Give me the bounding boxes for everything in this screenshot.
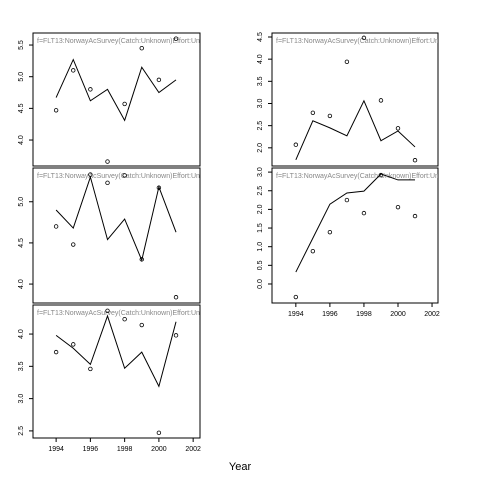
- data-point: [105, 159, 110, 164]
- y-tick-label: 2.0: [257, 204, 264, 214]
- data-point: [122, 173, 127, 178]
- y-tick-label: 1.0: [257, 242, 264, 252]
- data-point: [293, 294, 299, 300]
- strip-label: f=FLT13:NorwayAcSurvey(Catch:Unknown)Eff…: [37, 173, 200, 180]
- panel-frame: [32, 304, 201, 439]
- y-tick-label: 4.5: [18, 238, 25, 248]
- x-tick-label: 2000: [390, 311, 406, 318]
- panel-frame: [32, 32, 201, 167]
- x-tick-label: 2002: [424, 311, 440, 318]
- strip-label: f=FLT13:NorwayAcSurvey(Catch:Unknown)Eff…: [276, 38, 439, 45]
- y-tick-label: 2.5: [257, 121, 264, 131]
- strip-label: f=FLT13:NorwayAcSurvey(Catch:Unknown)Eff…: [276, 173, 439, 180]
- data-point: [293, 142, 299, 147]
- y-tick-label: 3.5: [257, 76, 264, 86]
- data-point: [310, 110, 316, 115]
- panel-frame: [271, 32, 439, 167]
- data-point: [105, 180, 110, 186]
- strip-label: f=FLT13:NorwayAcSurvey(Catch:Unknown)Eff…: [37, 38, 200, 45]
- panel: f=FLT13:NorwayAcSurvey(Catch:Unknown)Eff…: [18, 32, 201, 167]
- data-point: [53, 224, 59, 229]
- data-point: [53, 108, 59, 113]
- y-tick-label: 5.0: [18, 197, 25, 207]
- y-tick-label: 2.0: [257, 143, 264, 153]
- data-point: [344, 59, 350, 65]
- y-tick-label: 4.0: [18, 329, 25, 339]
- data-point: [412, 213, 418, 219]
- data-line: [295, 173, 416, 273]
- panel-frame: [32, 167, 201, 304]
- y-tick-label: 3.0: [18, 394, 25, 404]
- panel: f=FLT13:NorwayAcSurvey(Catch:Unknown)Eff…: [18, 304, 201, 453]
- y-tick-label: 3.0: [257, 167, 264, 177]
- x-tick-label: 2000: [151, 446, 167, 453]
- data-point: [139, 46, 144, 51]
- x-tick-label: 1996: [322, 311, 338, 318]
- data-point: [395, 204, 401, 210]
- data-line: [295, 99, 416, 160]
- x-tick-label: 1996: [83, 446, 99, 453]
- y-tick-label: 1.5: [257, 223, 264, 233]
- data-line: [55, 58, 177, 122]
- data-point: [344, 197, 350, 203]
- panel: f=FLT13:NorwayAcSurvey(Catch:Unknown)Eff…: [257, 167, 440, 318]
- data-point: [71, 342, 76, 347]
- y-tick-label: 3.0: [257, 99, 264, 109]
- data-point: [71, 68, 76, 73]
- data-point: [361, 210, 367, 216]
- data-point: [395, 126, 401, 131]
- data-point: [122, 317, 127, 322]
- y-tick-label: 4.5: [18, 103, 25, 113]
- data-point: [173, 333, 179, 338]
- data-point: [71, 242, 76, 247]
- x-tick-label: 1998: [356, 311, 372, 318]
- y-tick-label: 3.5: [18, 361, 25, 371]
- x-axis-label: Year: [229, 461, 252, 473]
- data-point: [378, 98, 384, 103]
- data-point: [88, 366, 93, 372]
- y-tick-label: 5.0: [18, 72, 25, 82]
- y-tick-label: 4.0: [18, 279, 25, 289]
- y-tick-label: 4.0: [18, 135, 25, 145]
- data-point: [53, 349, 59, 355]
- data-point: [105, 308, 110, 314]
- data-point: [139, 322, 144, 328]
- y-tick-label: 0.0: [257, 279, 264, 289]
- strip-label: f=FLT13:NorwayAcSurvey(Catch:Unknown)Eff…: [37, 310, 200, 317]
- y-tick-label: 4.5: [257, 32, 264, 42]
- data-point: [173, 36, 179, 41]
- y-tick-label: 4.0: [257, 54, 264, 64]
- y-tick-label: 2.5: [18, 426, 25, 436]
- data-point: [156, 77, 162, 83]
- x-tick-label: 1994: [48, 446, 64, 453]
- y-tick-label: 2.5: [257, 186, 264, 196]
- panel: f=FLT13:NorwayAcSurvey(Catch:Unknown)Eff…: [18, 167, 201, 304]
- data-point: [361, 35, 367, 41]
- x-tick-label: 2002: [185, 446, 201, 453]
- x-tick-label: 1998: [117, 446, 133, 453]
- data-point: [156, 430, 162, 436]
- y-tick-label: 0.5: [257, 260, 264, 270]
- data-line: [55, 314, 177, 388]
- y-tick-label: 5.5: [18, 40, 25, 50]
- data-point: [122, 101, 127, 107]
- data-point: [327, 113, 333, 119]
- data-point: [412, 158, 418, 163]
- data-line: [55, 175, 177, 262]
- panel: f=FLT13:NorwayAcSurvey(Catch:Unknown)Eff…: [257, 32, 439, 167]
- data-point: [327, 229, 333, 235]
- x-tick-label: 1994: [288, 311, 304, 318]
- data-point: [88, 87, 93, 92]
- data-point: [173, 295, 179, 300]
- data-point: [310, 248, 316, 254]
- panel-frame: [271, 167, 439, 304]
